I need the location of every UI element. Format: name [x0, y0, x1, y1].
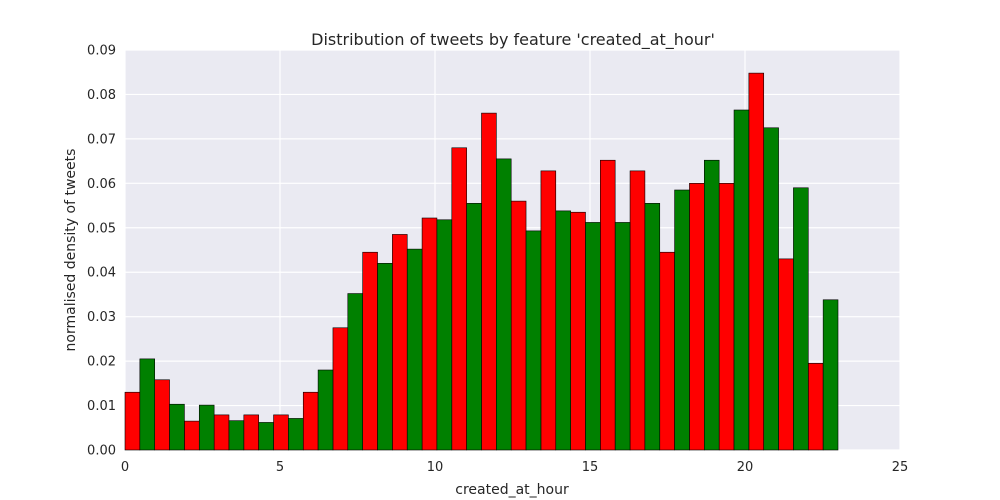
x-tick-label: 0 [121, 460, 129, 475]
bar-series-1 [778, 258, 794, 451]
bar-series-2 [317, 369, 334, 451]
bar-series-1 [302, 391, 319, 451]
bar-series-2 [169, 403, 185, 451]
bar-series-2 [139, 358, 155, 451]
bar-series-1 [243, 414, 259, 451]
bar-series-1 [124, 391, 141, 451]
y-axis-label: normalised density of tweets [63, 149, 79, 352]
bar-series-1 [659, 251, 675, 451]
bar-series-1 [184, 420, 200, 451]
bar-series-1 [718, 183, 735, 451]
x-tick-label: 20 [737, 460, 754, 475]
bar-series-1 [629, 170, 646, 451]
bar-series-1 [421, 217, 438, 451]
bar-series-1 [332, 327, 349, 451]
bar-series-2 [258, 422, 274, 451]
x-tick-label: 25 [892, 460, 909, 475]
y-tick-label: 0.09 [87, 44, 116, 59]
x-tick-labels: 0 5 10 15 20 25 [121, 460, 908, 475]
y-tick-label: 0.01 [87, 399, 116, 414]
chart-title: Distribution of tweets by feature 'creat… [311, 30, 715, 50]
bar-series-1 [392, 234, 408, 451]
bar-series-2 [585, 222, 601, 451]
bar-series-2 [436, 219, 453, 451]
y-tick-label: 0.07 [87, 132, 116, 147]
x-tick-label: 15 [582, 460, 599, 475]
y-tick-label: 0.02 [87, 355, 116, 370]
bar-series-2 [763, 127, 779, 451]
bar-series-1 [540, 170, 557, 451]
y-tick-label: 0.00 [87, 444, 116, 459]
bar-series-2 [703, 159, 720, 451]
bar-series-1 [808, 363, 824, 451]
bar-series-1 [481, 112, 497, 451]
bar-series-2 [793, 187, 809, 451]
x-tick-label: 10 [427, 460, 444, 475]
bar-series-1 [362, 251, 378, 451]
y-tick-label: 0.05 [87, 221, 116, 236]
bar-series-2 [198, 404, 215, 451]
bar-series-1 [689, 183, 705, 451]
x-axis-label: created_at_hour [455, 482, 569, 498]
bar-series-2 [525, 230, 542, 451]
bar-series-1 [600, 159, 616, 451]
bar-series-1 [570, 211, 586, 451]
bar-series-2 [228, 420, 245, 451]
bar-series-1 [213, 414, 230, 451]
bar-series-2 [822, 299, 839, 451]
y-tick-label: 0.06 [87, 177, 116, 192]
bars [124, 72, 839, 451]
y-tick-label: 0.04 [87, 266, 116, 281]
bar-series-1 [154, 379, 170, 451]
bar-series-1 [748, 72, 765, 451]
bar-series-2 [614, 222, 631, 451]
bar-series-2 [288, 418, 304, 451]
y-tick-labels: 0.00 0.01 0.02 0.03 0.04 0.05 0.06 0.07 0.08 0.09 [87, 44, 116, 459]
bar-series-2 [466, 203, 482, 451]
x-tick-label: 5 [276, 460, 284, 475]
bar-series-2 [733, 109, 750, 451]
bar-series-2 [555, 210, 571, 451]
bar-series-2 [347, 293, 363, 451]
bar-series-2 [406, 248, 423, 451]
bar-series-1 [273, 414, 289, 451]
bar-series-2 [377, 263, 393, 451]
bar-series-2 [674, 189, 690, 451]
bar-series-1 [451, 147, 467, 451]
bar-series-2 [644, 203, 661, 451]
bar-series-2 [496, 158, 512, 451]
y-tick-label: 0.03 [87, 310, 116, 325]
y-tick-label: 0.08 [87, 88, 116, 103]
bar-series-1 [510, 200, 527, 451]
